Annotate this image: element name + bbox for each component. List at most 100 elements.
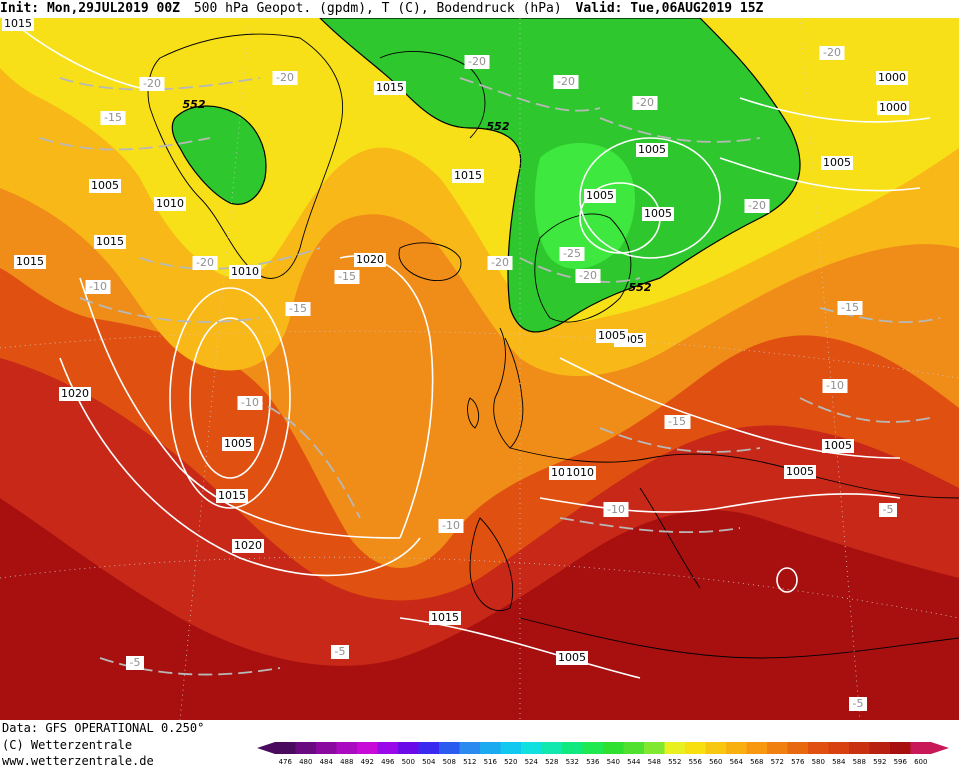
pressure-label: 1000 <box>877 101 909 115</box>
website: www.wetterzentrale.de <box>2 754 154 768</box>
temp-label: -20 <box>632 96 658 110</box>
copyright: (C) Wetterzentrale <box>2 738 133 752</box>
svg-text:552: 552 <box>487 120 510 133</box>
scale-label: 516 <box>484 758 498 766</box>
ireland-coast <box>467 397 480 429</box>
scale-label: 564 <box>730 758 744 766</box>
pressure-label: 1015 <box>2 18 34 31</box>
svg-text:-20: -20 <box>557 75 575 88</box>
pressure-label: 1015 <box>429 611 461 625</box>
scale-arrow-left <box>257 742 275 754</box>
scale-swatch <box>623 742 644 754</box>
pressure-label: 1005 <box>822 439 854 453</box>
greenland-coast <box>147 33 344 279</box>
pressure-label: 1005 <box>784 465 816 479</box>
svg-text:-5: -5 <box>130 656 141 669</box>
svg-text:1010: 1010 <box>566 466 594 479</box>
scale-swatch <box>664 742 685 754</box>
scale-label: 524 <box>525 758 539 766</box>
svg-text:1005: 1005 <box>558 651 586 664</box>
svg-text:-20: -20 <box>468 55 486 68</box>
scale-label: 512 <box>463 758 476 766</box>
scale-label: 492 <box>361 758 374 766</box>
temp-label: -20 <box>487 256 513 270</box>
temp-label: -15 <box>334 270 360 284</box>
temp-label: -20 <box>575 269 601 283</box>
trough-area-greenland <box>171 105 267 205</box>
scale-label: 528 <box>545 758 558 766</box>
svg-text:-15: -15 <box>841 301 859 314</box>
svg-text:1015: 1015 <box>4 18 32 30</box>
scale-label: 476 <box>279 758 293 766</box>
scale-swatch <box>377 742 398 754</box>
isotherm-minus15-europe <box>599 427 761 453</box>
temp-label: -20 <box>744 199 770 213</box>
trough-core-scandinavia <box>534 143 635 269</box>
svg-text:-15: -15 <box>289 302 307 315</box>
scale-label: 576 <box>791 758 805 766</box>
scale-swatch <box>767 742 788 754</box>
pressure-label: 1005 <box>222 437 254 451</box>
svg-text:-25: -25 <box>563 247 581 260</box>
scale-swatch <box>726 742 747 754</box>
pressure-label: 1010 <box>229 265 261 279</box>
pressure-label: 1005 <box>636 143 668 157</box>
scale-arrow-right <box>931 742 949 754</box>
scale-label: 520 <box>504 758 517 766</box>
svg-text:-20: -20 <box>276 71 294 84</box>
temp-label: -10 <box>603 503 629 517</box>
isobar-1005-east <box>719 157 921 192</box>
temp-label: -15 <box>664 415 690 429</box>
svg-text:1005: 1005 <box>786 465 814 478</box>
scale-swatch <box>316 742 337 754</box>
pressure-label: 1005 <box>821 156 853 170</box>
isotherm-minus20-north <box>459 77 601 112</box>
temp-label: -10 <box>85 280 111 294</box>
svg-text:1005: 1005 <box>644 207 672 220</box>
scale-swatch <box>808 742 829 754</box>
britain-coast <box>493 327 524 449</box>
pressure-label: 1005 <box>89 179 121 193</box>
scale-swatch <box>336 742 357 754</box>
scale-swatch <box>582 742 603 754</box>
svg-text:1015: 1015 <box>376 81 404 94</box>
svg-text:-5: -5 <box>883 503 894 516</box>
isotherm-minus10-west <box>79 297 261 323</box>
svg-text:1005: 1005 <box>586 189 614 202</box>
temp-label: -15 <box>837 301 863 315</box>
svg-text:1005: 1005 <box>224 437 252 450</box>
temp-label: -20 <box>139 77 165 91</box>
footer: Data: GFS OPERATIONAL 0.250° (C) Wetterz… <box>0 720 959 770</box>
data-source: Data: GFS OPERATIONAL 0.250° <box>2 721 205 735</box>
temp-label: -20 <box>464 55 490 69</box>
scale-label: 572 <box>771 758 784 766</box>
title-bar: Init: Mon,29JUL2019 00Z 500 hPa Geopot. … <box>0 0 959 18</box>
scale-swatch <box>541 742 562 754</box>
pressure-label: 1000 <box>876 71 908 85</box>
weather-map: 1015 1005 1010 1015 1020 1010 1005 1015 1020 1015… <box>0 18 959 720</box>
pressure-label: 1005 <box>642 207 674 221</box>
isobar-1020-west <box>59 357 421 577</box>
pressure-label: 1015 <box>14 255 46 269</box>
scale-swatch <box>439 742 460 754</box>
scale-label: 548 <box>648 758 661 766</box>
scale-swatch <box>603 742 624 754</box>
scale-label: 536 <box>586 758 600 766</box>
scale-swatch <box>890 742 911 754</box>
pressure-label: 1015 <box>216 489 248 503</box>
temp-label: -10 <box>237 396 263 410</box>
scale-swatch <box>705 742 726 754</box>
contour-label-552: 552 <box>629 281 652 294</box>
scale-label: 484 <box>320 758 334 766</box>
scale-label: 500 <box>402 758 415 766</box>
scale-swatch <box>357 742 378 754</box>
temp-label: -15 <box>100 111 126 125</box>
svg-text:-20: -20 <box>748 199 766 212</box>
isobar-1010-europe <box>539 493 901 513</box>
europe-coast <box>509 447 959 499</box>
valid-time: Valid: Tue,06AUG2019 15Z <box>575 1 764 16</box>
scale-label: 532 <box>566 758 579 766</box>
isotherm-minus15-east <box>819 307 941 323</box>
svg-text:-15: -15 <box>338 270 356 283</box>
svg-text:-20: -20 <box>823 46 841 59</box>
